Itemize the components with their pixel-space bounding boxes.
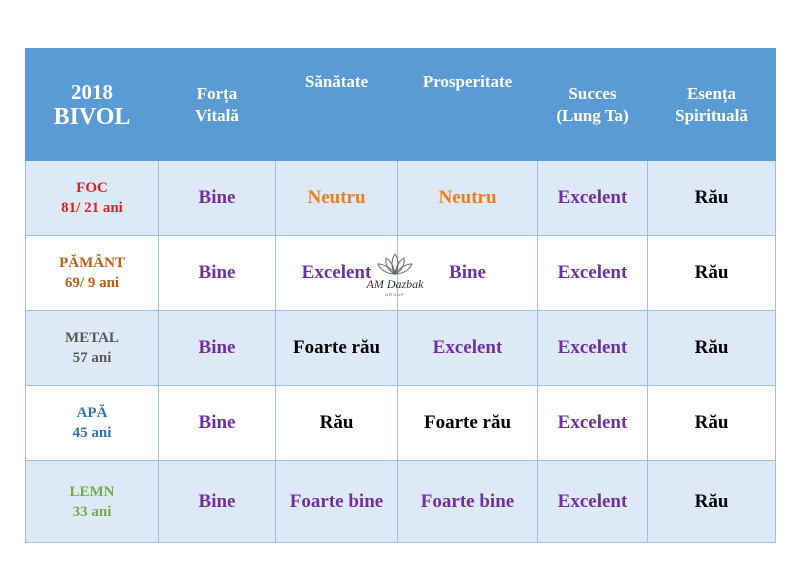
row-element-cell: LEMN 33 ani <box>25 460 159 543</box>
element-name: METAL <box>65 330 119 346</box>
forecast-cell: Bine <box>158 460 276 543</box>
element-age: 57 ani <box>72 350 112 366</box>
header-column: Forța Vitală <box>158 48 276 161</box>
forecast-cell: Rău <box>647 385 776 461</box>
element-age: 69/ 9 ani <box>64 275 120 291</box>
element-name: PĂMÂNT <box>59 255 125 271</box>
header-column: Prosperitate <box>397 48 538 161</box>
forecast-cell: Excelent <box>537 235 648 311</box>
forecast-cell: Bine <box>158 310 276 386</box>
zodiac-forecast-table: 2018 BIVOL Forța Vitală Sănătate Prosper… <box>25 48 776 543</box>
table-row: METAL 57 ani Bine Foarte rău Excelent Excelen… <box>25 310 776 386</box>
row-element-cell: APĂ 45 ani <box>25 385 159 461</box>
forecast-cell: Foarte bine <box>275 460 398 543</box>
header-column-line1: Succes <box>568 83 617 103</box>
element-age: 33 ani <box>72 503 112 520</box>
forecast-cell: Rău <box>647 235 776 311</box>
header-column: Esența Spirituală <box>647 48 776 161</box>
table-row: FOC 81/ 21 ani Bine Neutru Neutru Excelent Rău <box>25 160 776 236</box>
forecast-cell: Bine <box>158 160 276 236</box>
header-column-line2: Vitală <box>195 105 239 125</box>
header-year: 2018 <box>71 79 113 104</box>
element-name: FOC <box>76 180 108 196</box>
forecast-cell: Rău <box>275 385 398 461</box>
row-element-cell: FOC 81/ 21 ani <box>25 160 159 236</box>
forecast-cell: Neutru <box>397 160 538 236</box>
forecast-cell: Rău <box>647 310 776 386</box>
forecast-cell: Foarte rău <box>275 310 398 386</box>
table-row: APĂ 45 ani Bine Rău Foarte rău Excelent Rău <box>25 385 776 461</box>
element-name: APĂ <box>76 405 108 421</box>
header-column-line1: Sănătate <box>304 72 369 91</box>
header-sign: 2018 BIVOL <box>25 48 159 161</box>
forecast-cell: Rău <box>647 160 776 236</box>
row-element-cell: METAL 57 ani <box>25 310 159 386</box>
header-sign-name: BIVOL <box>53 103 131 130</box>
header-column: Succes (Lung Ta) <box>537 48 648 161</box>
forecast-cell: Excelent <box>275 235 398 311</box>
header-column-line1: Esența <box>686 83 737 103</box>
header-row: 2018 BIVOL Forța Vitală Sănătate Prosper… <box>25 48 776 161</box>
forecast-cell: Excelent <box>537 160 648 236</box>
table-row: PĂMÂNT 69/ 9 ani Bine Excelent Bine Excelent R… <box>25 235 776 311</box>
forecast-cell: Bine <box>397 235 538 311</box>
forecast-cell: Rău <box>647 460 776 543</box>
table-row: LEMN 33 ani Bine Foarte bine Foarte bine Exce… <box>25 460 776 543</box>
forecast-cell: Foarte rău <box>397 385 538 461</box>
element-name: LEMN <box>69 483 115 500</box>
header-column-line2: Spirituală <box>675 105 748 125</box>
forecast-cell: Bine <box>158 235 276 311</box>
element-age: 81/ 21 ani <box>61 200 123 216</box>
forecast-cell: Excelent <box>537 385 648 461</box>
row-element-cell: PĂMÂNT 69/ 9 ani <box>25 235 159 311</box>
header-column-line1: Forța <box>196 83 238 103</box>
header-column-line2: (Lung Ta) <box>556 105 629 125</box>
forecast-cell: Excelent <box>537 310 648 386</box>
forecast-cell: Excelent <box>537 460 648 543</box>
forecast-cell: Foarte bine <box>397 460 538 543</box>
forecast-cell: Excelent <box>397 310 538 386</box>
forecast-cell: Neutru <box>275 160 398 236</box>
element-age: 45 ani <box>72 425 112 441</box>
header-column: Sănătate <box>275 48 398 161</box>
forecast-cell: Bine <box>158 385 276 461</box>
header-column-line1: Prosperitate <box>422 72 513 91</box>
